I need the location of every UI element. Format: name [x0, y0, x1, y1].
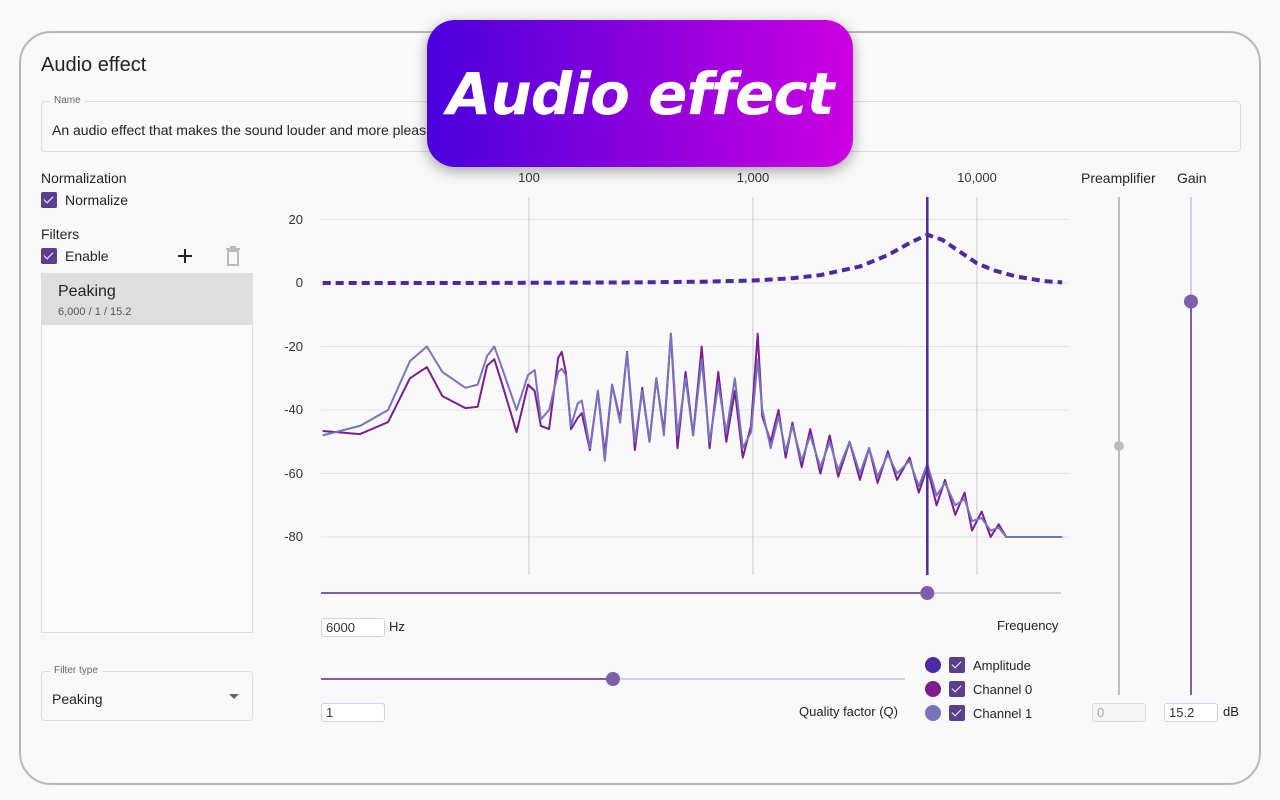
filter-type-select[interactable]: Filter type Peaking	[41, 665, 253, 721]
enable-checkbox-row[interactable]: Enable	[41, 248, 109, 264]
frequency-input[interactable]	[321, 618, 385, 637]
normalize-label: Normalize	[65, 192, 129, 208]
preamplifier-input	[1092, 703, 1146, 722]
x-tick-label: 1,000	[736, 170, 770, 185]
amplitude-line	[322, 232, 1063, 285]
gain-slider-thumb[interactable]	[1184, 294, 1198, 309]
frequency-slider-thumb[interactable]	[920, 586, 935, 600]
filter-type-value: Peaking	[52, 691, 103, 707]
enable-label: Enable	[65, 248, 109, 264]
filter-list-item[interactable]: Peaking 6,000 / 1 / 15.2	[42, 274, 252, 325]
gain-input[interactable]	[1164, 703, 1218, 722]
y-tick-label: -60	[284, 465, 303, 481]
normalization-heading: Normalization	[41, 170, 127, 186]
page-title: Audio effect	[41, 54, 147, 76]
channel-0-line	[322, 332, 1063, 538]
name-field-value[interactable]: An audio effect that makes the sound lou…	[52, 122, 427, 138]
legend-item-channel-1[interactable]: Channel 1	[925, 701, 1032, 725]
normalize-checkbox[interactable]	[41, 192, 57, 208]
filter-type-label: Filter type	[50, 665, 102, 676]
legend-checkbox[interactable]	[949, 705, 965, 721]
quality-input[interactable]	[321, 703, 385, 722]
legend-dot	[925, 681, 941, 697]
y-tick-label: 20	[288, 211, 303, 227]
legend: Amplitude Channel 0 Channel 1	[925, 653, 1032, 725]
frequency-label: Frequency	[997, 618, 1059, 633]
filter-list: Peaking 6,000 / 1 / 15.2	[41, 273, 253, 633]
legend-label: Channel 1	[973, 705, 1033, 721]
legend-label: Channel 0	[973, 681, 1033, 697]
filter-item-name: Peaking	[58, 283, 116, 300]
trash-icon[interactable]	[223, 245, 243, 267]
normalize-checkbox-row[interactable]: Normalize	[41, 192, 128, 208]
legend-dot	[925, 705, 941, 721]
legend-label: Amplitude	[973, 657, 1031, 673]
channel-1-line	[322, 332, 1063, 538]
filter-item-summary: 6,000 / 1 / 15.2	[58, 306, 132, 318]
frequency-unit: Hz	[389, 619, 405, 634]
gain-label: Gain	[1177, 170, 1207, 186]
legend-item-amplitude[interactable]: Amplitude	[925, 653, 1032, 677]
y-tick-label: -40	[284, 402, 303, 417]
y-tick-label: -20	[284, 338, 303, 354]
chevron-down-icon	[229, 694, 239, 699]
legend-item-channel-0[interactable]: Channel 0	[925, 677, 1032, 701]
plus-icon[interactable]	[175, 245, 195, 267]
y-tick-label: -80	[284, 529, 303, 544]
y-tick-label: 0	[295, 275, 303, 290]
x-tick-label: 100	[518, 170, 540, 185]
legend-checkbox[interactable]	[949, 657, 965, 673]
x-tick-label: 10,000	[957, 170, 997, 185]
legend-checkbox[interactable]	[949, 681, 965, 697]
quality-slider-thumb[interactable]	[606, 672, 620, 686]
legend-dot	[925, 657, 941, 673]
preamplifier-label: Preamplifier	[1081, 170, 1156, 186]
banner-text: Audio effect	[446, 59, 835, 128]
gain-unit: dB	[1223, 704, 1239, 719]
preamplifier-slider-thumb	[1114, 441, 1124, 451]
title-banner: Audio effect	[427, 20, 853, 167]
filters-heading: Filters	[41, 226, 80, 242]
quality-label: Quality factor (Q)	[799, 704, 898, 719]
enable-checkbox[interactable]	[41, 248, 57, 264]
name-field-label: Name	[50, 95, 85, 106]
